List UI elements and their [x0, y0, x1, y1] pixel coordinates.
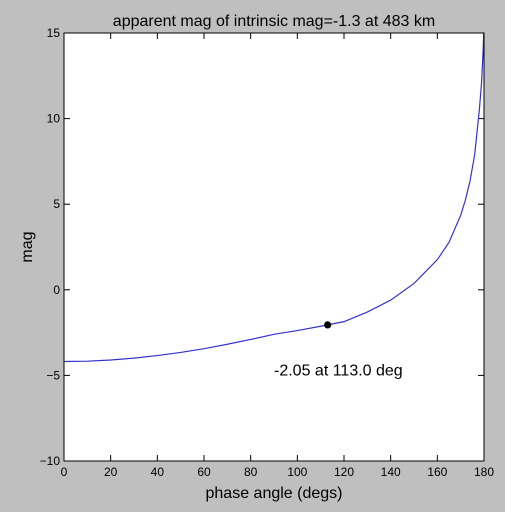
y-axis-label: mag — [19, 231, 36, 262]
point-annotation: -2.05 at 113.0 deg — [274, 362, 403, 379]
plot-frame — [63, 32, 485, 462]
x-axis-label: phase angle (degs) — [206, 485, 343, 502]
chart-title: apparent mag of intrinsic mag=-1.3 at 48… — [113, 13, 435, 30]
x-tick-label: 80 — [244, 465, 258, 479]
x-tick-label: 160 — [427, 465, 447, 479]
x-tick-label: 180 — [474, 465, 494, 479]
y-tick-label: 15 — [47, 26, 61, 40]
x-tick-label: 20 — [104, 465, 118, 479]
series-line — [63, 32, 485, 363]
y-tick-label: 5 — [53, 197, 60, 211]
y-tick-label: 10 — [47, 112, 61, 126]
ticks-layer: 0 20 40 60 80 100 120 140 160 180 −10 −5 0 5 10 15 — [40, 26, 495, 479]
x-tick-label: 120 — [334, 465, 354, 479]
y-tick-label: −10 — [40, 454, 61, 468]
highlight-point-marker — [324, 321, 332, 329]
x-tick-label: 140 — [381, 465, 401, 479]
x-tick-label: 40 — [151, 465, 165, 479]
plot-area — [64, 33, 484, 461]
x-tick-label: 100 — [287, 465, 307, 479]
x-tick-label: 0 — [61, 465, 68, 479]
x-tick-label: 60 — [197, 465, 211, 479]
y-tick-label: −5 — [46, 368, 60, 382]
y-tick-label: 0 — [53, 283, 60, 297]
